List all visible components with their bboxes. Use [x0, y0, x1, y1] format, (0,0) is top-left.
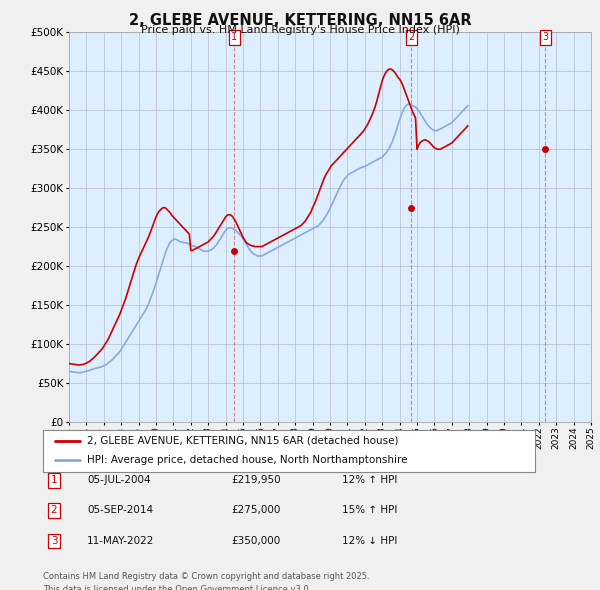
Text: 05-SEP-2014: 05-SEP-2014	[87, 506, 153, 515]
Text: Price paid vs. HM Land Registry's House Price Index (HPI): Price paid vs. HM Land Registry's House …	[140, 25, 460, 35]
Text: 2: 2	[408, 32, 415, 42]
Text: 12% ↑ HPI: 12% ↑ HPI	[342, 476, 397, 485]
Text: 11-MAY-2022: 11-MAY-2022	[87, 536, 154, 546]
Text: 3: 3	[542, 32, 548, 42]
Text: 3: 3	[50, 536, 58, 546]
Text: HPI: Average price, detached house, North Northamptonshire: HPI: Average price, detached house, Nort…	[88, 455, 408, 465]
Text: £350,000: £350,000	[231, 536, 280, 546]
Text: 2, GLEBE AVENUE, KETTERING, NN15 6AR (detached house): 2, GLEBE AVENUE, KETTERING, NN15 6AR (de…	[88, 436, 399, 446]
Text: 2, GLEBE AVENUE, KETTERING, NN15 6AR: 2, GLEBE AVENUE, KETTERING, NN15 6AR	[128, 13, 472, 28]
Text: Contains HM Land Registry data © Crown copyright and database right 2025.
This d: Contains HM Land Registry data © Crown c…	[43, 572, 370, 590]
Text: 15% ↑ HPI: 15% ↑ HPI	[342, 506, 397, 515]
Text: 1: 1	[231, 32, 238, 42]
Text: 05-JUL-2004: 05-JUL-2004	[87, 476, 151, 485]
Text: 2: 2	[50, 506, 58, 515]
Text: 12% ↓ HPI: 12% ↓ HPI	[342, 536, 397, 546]
Text: £275,000: £275,000	[231, 506, 280, 515]
Text: £219,950: £219,950	[231, 476, 281, 485]
Text: 1: 1	[50, 476, 58, 485]
